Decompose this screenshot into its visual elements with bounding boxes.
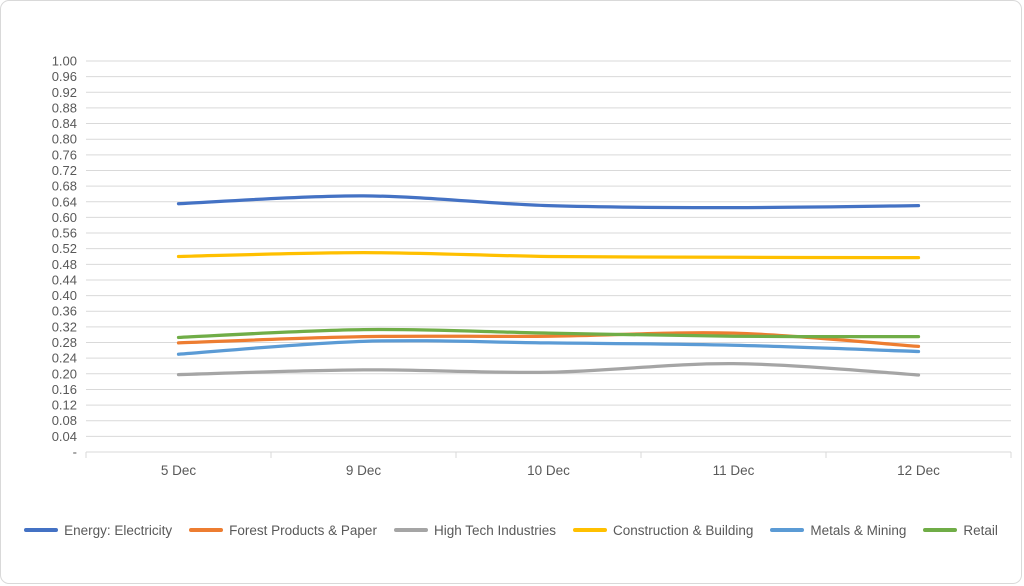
series-lines <box>176 194 921 377</box>
legend-label: Forest Products & Paper <box>229 522 377 538</box>
y-tick-label: 0.80 <box>52 132 77 147</box>
legend-label: Metals & Mining <box>810 522 907 538</box>
y-tick-label: 0.44 <box>52 272 77 287</box>
legend-line-swatch <box>573 528 608 532</box>
y-tick-label: 0.84 <box>52 116 77 131</box>
series-line-energy-electricity <box>176 194 921 210</box>
legend-item-high-tech-industries: High Tech Industries <box>393 522 557 538</box>
legend-label: Construction & Building <box>613 522 754 538</box>
series-line-construction-building <box>176 250 921 260</box>
y-gridlines <box>86 60 1011 453</box>
x-axis-ticks <box>85 452 1012 458</box>
y-tick-label: 0.96 <box>52 69 77 84</box>
line-chart: 1.000.960.920.880.840.800.760.720.680.64… <box>52 54 1012 478</box>
legend-item-construction-building: Construction & Building <box>573 523 753 538</box>
y-tick-label: - <box>73 445 77 460</box>
series-line-retail <box>176 327 921 340</box>
legend-item-retail: Retail <box>923 523 998 538</box>
y-tick-label: 0.76 <box>52 147 77 162</box>
legend-line-swatch <box>923 528 958 532</box>
y-tick-label: 0.12 <box>52 398 77 413</box>
x-tick-label: 12 Dec <box>897 463 940 478</box>
y-tick-label: 0.20 <box>52 366 77 381</box>
y-tick-label: 0.16 <box>52 382 77 397</box>
y-tick-label: 0.64 <box>52 194 77 209</box>
y-tick-label: 0.36 <box>52 304 77 319</box>
series-line-high-tech-industries <box>176 362 921 377</box>
legend-label: Energy: Electricity <box>64 522 173 538</box>
x-tick-label: 11 Dec <box>713 463 755 478</box>
y-tick-label: 0.04 <box>52 429 77 444</box>
y-tick-label: 0.24 <box>52 351 77 366</box>
y-tick-label: 0.08 <box>52 413 77 428</box>
y-tick-label: 0.88 <box>52 100 77 115</box>
x-tick-label: 5 Dec <box>161 463 197 478</box>
y-tick-label: 0.48 <box>52 257 77 272</box>
y-tick-label: 0.52 <box>52 241 77 256</box>
legend-item-energy-electricity: Energy: Electricity <box>24 523 172 538</box>
chart-legend: Energy: Electricity Forest Products & Pap… <box>1 515 1021 545</box>
legend-label: High Tech Industries <box>433 522 557 538</box>
series-line-metals-mining <box>176 339 921 356</box>
legend-line-swatch <box>770 528 805 532</box>
legend-item-forest-products-paper: Forest Products & Paper <box>189 523 377 538</box>
y-tick-label: 0.40 <box>52 288 77 303</box>
x-tick-label: 9 Dec <box>346 463 382 478</box>
y-tick-label: 0.32 <box>52 319 77 334</box>
y-tick-label: 1.00 <box>52 54 77 69</box>
legend-line-swatch <box>189 528 224 532</box>
x-tick-label: 10 Dec <box>527 463 570 478</box>
x-axis-labels: 5 Dec 9 Dec 10 Dec 11 Dec 12 Dec <box>161 463 940 478</box>
y-tick-label: 0.72 <box>52 163 77 178</box>
y-tick-label: 0.92 <box>52 85 77 100</box>
legend-line-swatch <box>24 528 59 532</box>
legend-line-swatch <box>393 528 428 532</box>
y-tick-label: 0.60 <box>52 210 77 225</box>
legend-item-metals-mining: Metals & Mining <box>770 523 906 538</box>
y-tick-label: 0.28 <box>52 335 77 350</box>
legend-label: Retail <box>963 522 998 538</box>
y-axis-labels: 1.000.960.920.880.840.800.760.720.680.64… <box>52 54 77 460</box>
y-tick-label: 0.68 <box>52 179 77 194</box>
y-tick-label: 0.56 <box>52 226 77 241</box>
